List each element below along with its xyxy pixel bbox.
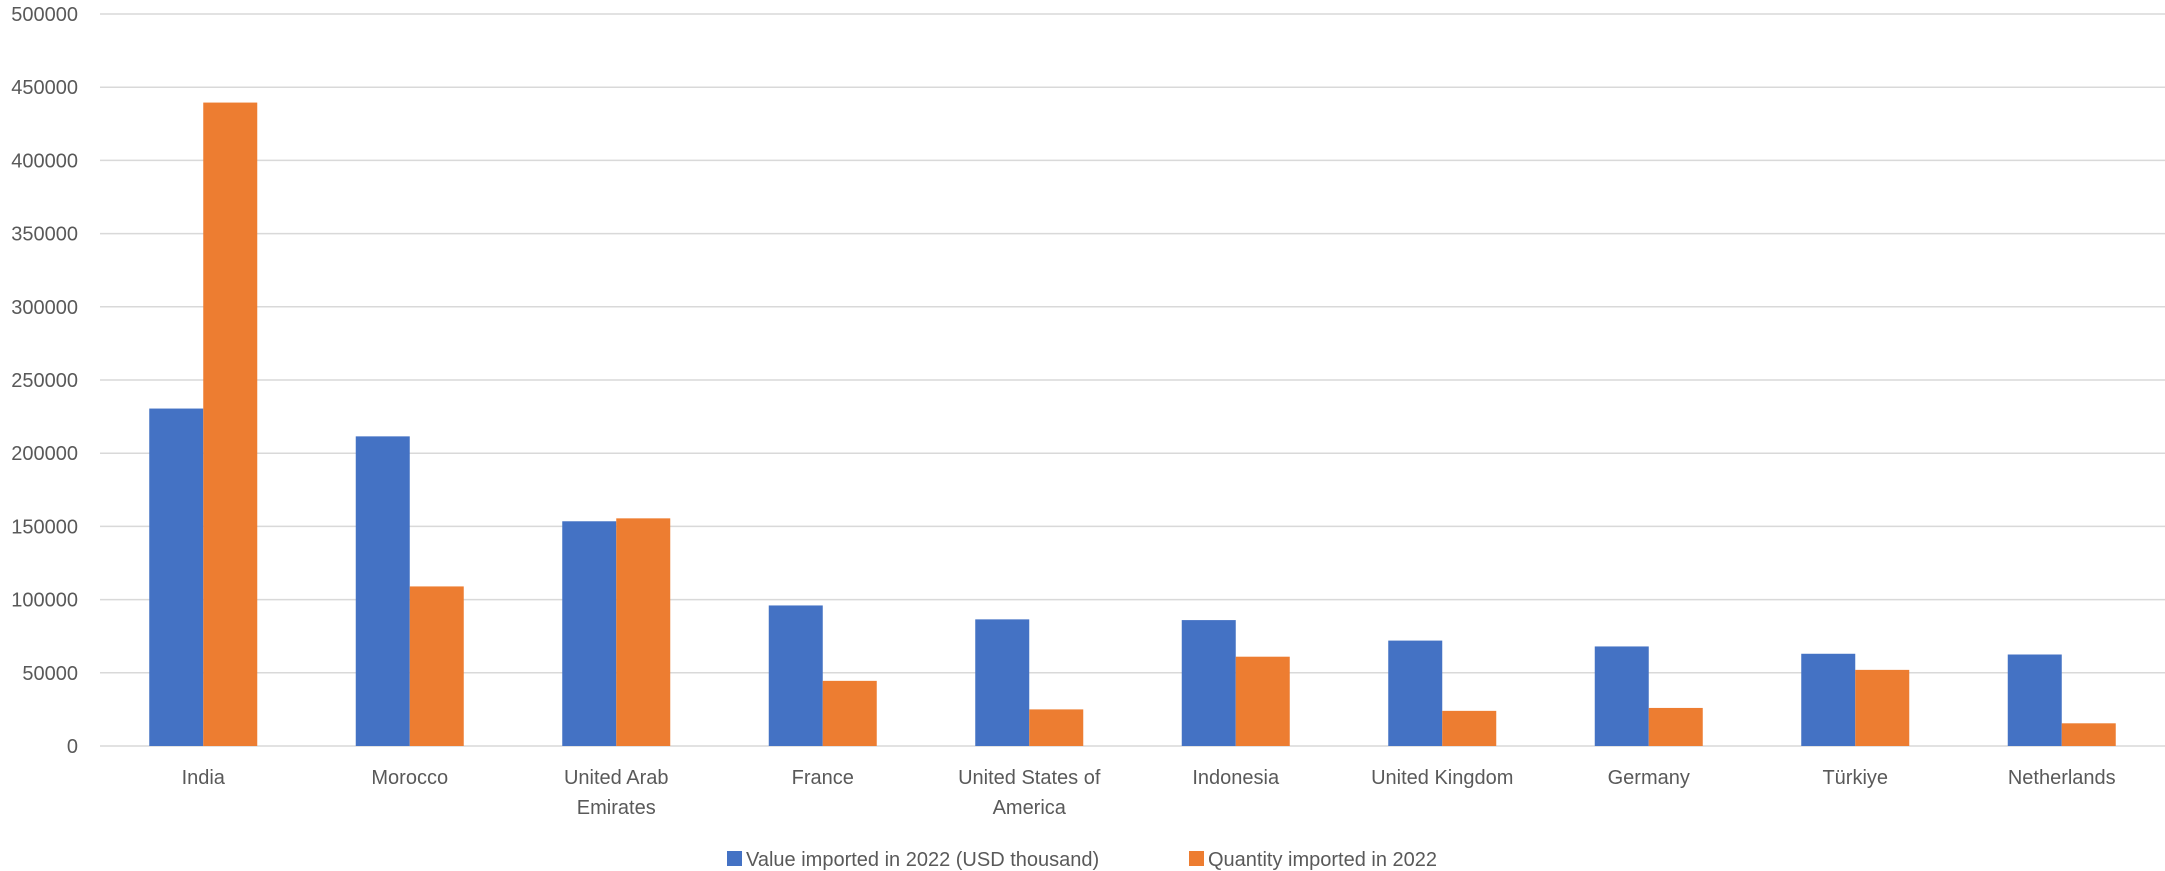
x-category-label: India bbox=[182, 767, 226, 789]
bar-quantity bbox=[1029, 709, 1084, 746]
y-tick-label: 350000 bbox=[11, 224, 78, 246]
x-category-label: Türkiye bbox=[1822, 767, 1888, 789]
x-category-label: United States of America bbox=[958, 767, 1101, 819]
bar-quantity bbox=[1648, 707, 1703, 746]
bar-quantity bbox=[2061, 723, 2116, 746]
x-category-label-line: Netherlands bbox=[2008, 767, 2116, 789]
x-category-label-line: India bbox=[182, 767, 226, 789]
bar-value bbox=[1801, 653, 1856, 746]
bars bbox=[149, 102, 2116, 746]
bar-quantity bbox=[1235, 656, 1290, 746]
y-tick-label: 0 bbox=[67, 736, 78, 758]
x-category-label: Germany bbox=[1608, 767, 1690, 789]
legend-label: Value imported in 2022 (USD thousand) bbox=[746, 849, 1099, 871]
bar-quantity bbox=[1442, 710, 1497, 746]
legend-swatch bbox=[727, 851, 742, 866]
x-category-label: Morocco bbox=[371, 767, 448, 789]
bar-value bbox=[768, 605, 823, 746]
x-category-label-line: Indonesia bbox=[1192, 767, 1280, 789]
x-category-label: France bbox=[792, 767, 854, 789]
y-tick-label: 250000 bbox=[11, 370, 78, 392]
x-category-label: Indonesia bbox=[1192, 767, 1280, 789]
x-category-label: United Kingdom bbox=[1371, 767, 1513, 789]
bar-quantity bbox=[1855, 669, 1910, 746]
bar-value bbox=[1181, 620, 1236, 746]
bar-value bbox=[1388, 640, 1443, 746]
bar-value bbox=[975, 619, 1030, 746]
bar-value bbox=[355, 436, 410, 746]
x-category-label-line: Türkiye bbox=[1822, 767, 1888, 789]
y-tick-label: 200000 bbox=[11, 443, 78, 465]
bar-quantity bbox=[616, 518, 671, 746]
legend: Value imported in 2022 (USD thousand) Qua… bbox=[727, 849, 1437, 871]
x-category-label-line: United Arab bbox=[564, 767, 669, 789]
x-category-label-line: United Kingdom bbox=[1371, 767, 1513, 789]
bar-value bbox=[562, 521, 617, 746]
bar-quantity bbox=[822, 680, 877, 746]
legend-swatch bbox=[1189, 851, 1204, 866]
y-tick-label: 50000 bbox=[22, 663, 78, 685]
x-category-label-line: America bbox=[993, 797, 1067, 819]
x-category-label-line: Emirates bbox=[577, 797, 656, 819]
y-axis-tick-labels: 0 50000 100000 150000 200000 250000 300000 3500… bbox=[11, 4, 78, 758]
legend-label: Quantity imported in 2022 bbox=[1208, 849, 1437, 871]
x-category-label-line: Morocco bbox=[371, 767, 448, 789]
y-tick-label: 300000 bbox=[11, 297, 78, 319]
bar-value bbox=[2007, 654, 2062, 746]
x-category-label: Netherlands bbox=[2008, 767, 2116, 789]
x-axis-category-labels: India Morocco United Arab Emirates France Uni… bbox=[182, 767, 2116, 819]
bar-quantity bbox=[409, 586, 464, 746]
y-tick-label: 500000 bbox=[11, 4, 78, 26]
y-tick-label: 150000 bbox=[11, 516, 78, 538]
x-category-label-line: United States of bbox=[958, 767, 1101, 789]
y-tick-label: 400000 bbox=[11, 150, 78, 172]
x-category-label: United Arab Emirates bbox=[564, 767, 669, 819]
x-category-label-line: France bbox=[792, 767, 854, 789]
y-tick-label: 450000 bbox=[11, 77, 78, 99]
bar-quantity bbox=[203, 102, 258, 746]
bar-value bbox=[1594, 646, 1649, 746]
bar-value bbox=[149, 408, 204, 746]
y-tick-label: 100000 bbox=[11, 590, 78, 612]
x-category-label-line: Germany bbox=[1608, 767, 1690, 789]
